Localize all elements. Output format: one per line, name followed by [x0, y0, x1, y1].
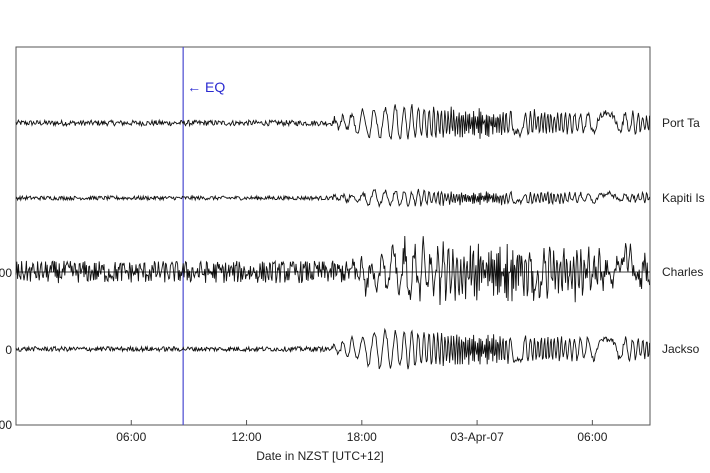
station-label: Jackso: [662, 342, 700, 356]
x-tick-label: 12:00: [232, 430, 262, 444]
station-label: Charles: [662, 265, 703, 279]
station-labels: Port Ta Kapiti Is Charles Jackso: [662, 116, 705, 356]
trace-2: [15, 235, 651, 306]
station-label: Port Ta: [662, 116, 700, 130]
station-label: Kapiti Is: [662, 191, 705, 205]
y-tick-label: 00: [0, 266, 12, 280]
x-tick-label: 03-Apr-07: [450, 430, 504, 444]
trace-0: [15, 104, 651, 140]
x-tick-label: 06:00: [116, 430, 146, 444]
plot-frame: [15, 46, 651, 426]
trace-1: [15, 188, 651, 208]
x-axis-label: Date in NZST [UTC+12]: [256, 449, 384, 463]
event-label: ← EQ: [187, 79, 225, 95]
y-tick-label: 00: [0, 418, 12, 432]
x-tick-label: 18:00: [347, 430, 377, 444]
traces: [15, 104, 651, 370]
x-tick-label: 06:00: [577, 430, 607, 444]
trace-3: [15, 327, 651, 370]
x-axis-ticks: 06:00 12:00 18:00 03-Apr-07 06:00: [116, 420, 608, 444]
y-tick-label: 0: [5, 343, 12, 357]
